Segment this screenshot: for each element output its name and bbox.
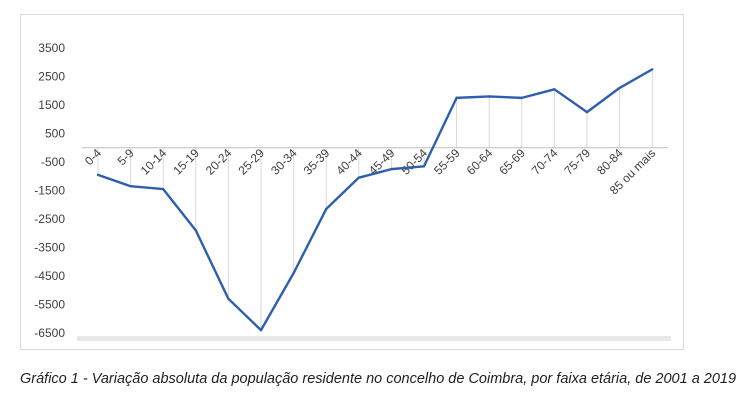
x-tick-label: 5-9: [115, 146, 137, 168]
y-tick-label: -2500: [34, 212, 65, 226]
data-point-55-59: [455, 96, 458, 100]
y-tick-label: 2500: [38, 70, 65, 84]
y-tick-label: 500: [45, 127, 65, 141]
data-point-60-64: [488, 95, 491, 98]
y-tick-label: -500: [41, 155, 65, 169]
x-tick-label: 60-64: [464, 146, 496, 178]
x-tick-label: 65-69: [496, 146, 528, 178]
y-tick-label: -3500: [34, 241, 65, 255]
data-point-15-19: [194, 229, 197, 232]
x-tick-label: 35-39: [301, 146, 333, 178]
data-point-70-74: [553, 88, 556, 91]
line-chart: 3500 2500 1500 500 -500 -1500 -2500 -3500 -4500 -…: [34, 41, 671, 341]
y-tick-label: -4500: [34, 269, 65, 283]
data-point-65-69: [520, 96, 523, 100]
data-point-25-29: [259, 328, 263, 332]
y-tick-label: 1500: [38, 98, 65, 112]
y-tick-label: -6500: [34, 326, 65, 340]
data-point-30-34: [292, 271, 295, 275]
data-point-0-4: [96, 173, 100, 177]
data-point-45-49: [390, 167, 393, 171]
x-tick-label: 55-59: [431, 146, 463, 178]
data-point-50-54: [422, 165, 426, 168]
data-point-35-39: [325, 207, 328, 211]
x-tick-label: 0-4: [82, 146, 104, 168]
data-point-40-44: [357, 176, 360, 179]
data-point-5-9: [129, 185, 132, 188]
figure-caption: Gráfico 1 - Variação absoluta da populaç…: [20, 371, 737, 387]
vertical-gridlines: [97, 69, 653, 331]
x-tick-label: 15-19: [170, 146, 202, 178]
data-point-10-14: [162, 187, 165, 191]
data-point-20-24: [227, 297, 230, 300]
plot-floor: [77, 336, 671, 341]
y-tick-label: -5500: [34, 298, 65, 312]
x-tick-label: 30-34: [268, 146, 300, 178]
x-tick-label: 10-14: [138, 146, 170, 178]
x-tick-label: 75-79: [562, 146, 594, 178]
y-axis-ticks: 3500 2500 1500 500 -500 -1500 -2500 -3500 -4500 -…: [34, 41, 65, 340]
series-line: [97, 68, 653, 332]
data-point-85 ou mais: [651, 68, 654, 71]
x-tick-label: 20-24: [203, 146, 235, 178]
data-point-80-84: [618, 86, 621, 90]
x-tick-label: 25-29: [236, 146, 268, 178]
y-tick-label: -1500: [34, 184, 65, 198]
x-tick-label: 70-74: [529, 146, 561, 178]
x-axis-ticks: 0-4 5-9 10-14 15-19 20-24 25-29 30-34 35-39 40-4…: [82, 146, 658, 198]
x-tick-label: 40-44: [333, 146, 365, 178]
y-tick-label: 3500: [38, 41, 65, 55]
chart-frame: 3500 2500 1500 500 -500 -1500 -2500 -3500 -4500 -…: [20, 14, 684, 350]
data-point-75-79: [585, 110, 589, 114]
